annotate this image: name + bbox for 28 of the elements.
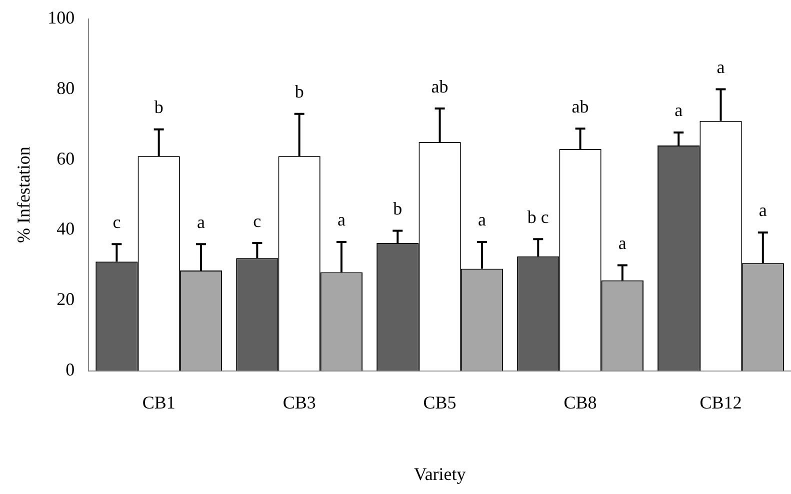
x-tick-label: CB8 [564,392,597,412]
data-label: ab [572,96,589,116]
y-axis-title: % Infestation [14,146,34,244]
data-label: b c [527,206,549,227]
data-label: ab [431,76,448,96]
data-label: a [758,200,767,220]
data-label: a [716,56,725,77]
y-tick-label: 20 [56,289,75,310]
y-tick-label: 60 [56,148,75,168]
x-tick-label: CB3 [282,392,316,412]
data-label: a [674,100,683,120]
data-label: b [154,97,164,118]
y-tick-label: 80 [56,78,75,98]
data-label: a [478,210,486,230]
data-label: a [337,210,346,230]
x-tick-label: CB1 [142,392,176,412]
y-tick-label: 0 [66,360,75,380]
data-label: b [393,198,402,218]
y-tick-label: 40 [56,218,75,239]
x-tick-label: CB12 [700,392,742,412]
data-label: a [196,212,205,232]
data-label: c [253,210,262,231]
data-label: c [112,212,121,232]
x-tick-label: CB5 [423,392,456,412]
data-label: b [294,82,304,102]
x-axis-title: Variety [414,464,466,484]
data-label: a [618,232,626,253]
y-tick-label: 100 [48,8,75,28]
